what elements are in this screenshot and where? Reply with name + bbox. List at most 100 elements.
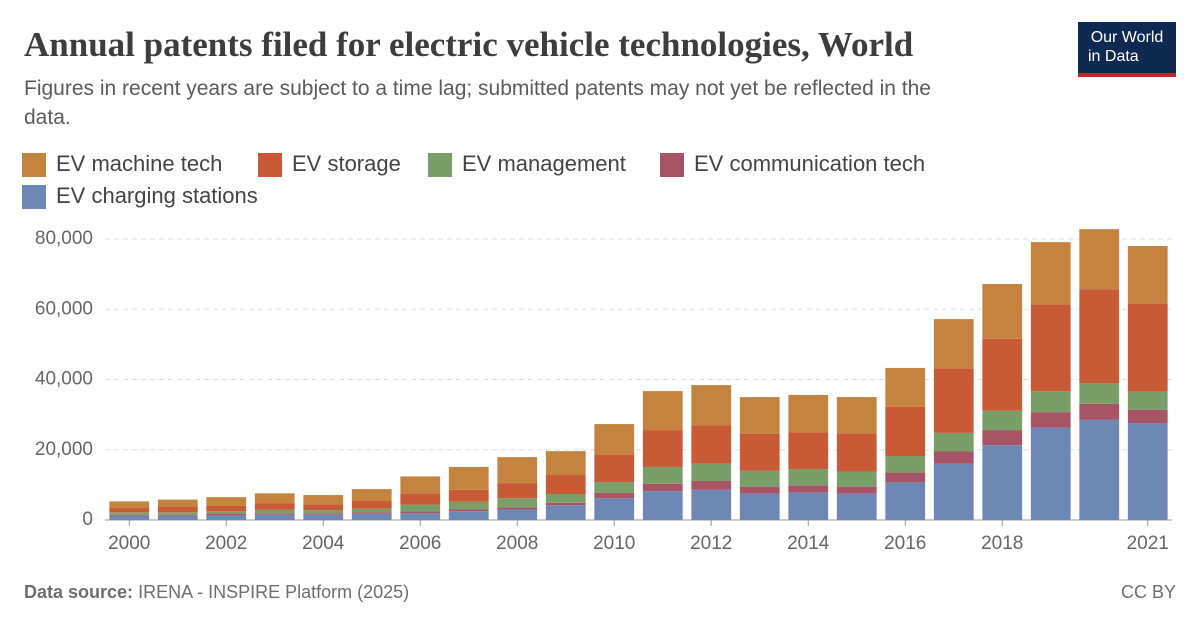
bar-segment: [546, 503, 586, 505]
bar-segment: [497, 498, 537, 507]
y-tick-label: 60,000: [35, 298, 93, 319]
bar-segment: [643, 467, 683, 484]
bar-segment: [449, 509, 489, 511]
bar-segment: [303, 504, 343, 510]
bar-segment: [352, 501, 392, 509]
bar-segment: [1031, 242, 1071, 304]
bar-segment: [449, 511, 489, 520]
bar-segment: [109, 508, 149, 512]
bar-segment: [352, 489, 392, 501]
x-tick-label: 2014: [787, 533, 830, 554]
bar-segment: [206, 514, 246, 515]
bar-segment: [449, 490, 489, 502]
bar-segment: [109, 515, 149, 516]
bar-segment: [643, 491, 683, 520]
bar-segment: [982, 430, 1022, 445]
bar-segment: [109, 501, 149, 508]
bar-segment: [740, 434, 780, 471]
bar-segment: [691, 425, 731, 464]
bar-segment: [109, 516, 149, 520]
bar-segment: [497, 457, 537, 483]
bar-segment: [400, 476, 440, 493]
chart-title: Annual patents filed for electric vehicl…: [24, 25, 914, 64]
bar-segment: [594, 454, 634, 482]
bar-segment: [594, 498, 634, 520]
bar-segment: [352, 512, 392, 513]
bar-segment: [1079, 383, 1119, 403]
bar-segment: [303, 513, 343, 514]
bar-segment: [934, 452, 974, 464]
bar-segment: [497, 483, 537, 498]
bar-segment: [352, 514, 392, 520]
bar-segment: [788, 469, 828, 485]
bar-segment: [1031, 412, 1071, 427]
bar-segment: [885, 456, 925, 473]
bar-segment: [837, 487, 877, 494]
source: Data source: IRENA - INSPIRE Platform (2…: [24, 582, 409, 602]
bar-segment: [788, 432, 828, 469]
bar-segment: [546, 494, 586, 503]
bar-segment: [1128, 304, 1168, 392]
bar-segment: [255, 503, 295, 509]
bar-segment: [837, 494, 877, 520]
x-tick-label: 2000: [108, 533, 150, 554]
bar-segment: [1128, 246, 1168, 304]
bar-segment: [158, 516, 198, 520]
bar-segment: [255, 493, 295, 503]
bar-segment: [837, 397, 877, 434]
x-tick-label: 2018: [981, 533, 1023, 554]
legend-label: EV machine tech: [56, 151, 222, 176]
bar-segment: [255, 510, 295, 514]
bar-segment: [1079, 404, 1119, 420]
x-tick-label: 2016: [884, 533, 926, 554]
x-tick-label: 2010: [593, 533, 635, 554]
bar-segment: [837, 434, 877, 472]
bar-segment: [400, 493, 440, 504]
bar-segment: [158, 507, 198, 512]
legend-swatch: [660, 153, 684, 177]
bar-segment: [1128, 423, 1168, 520]
legend-label: EV charging stations: [56, 183, 258, 208]
bar-segment: [158, 515, 198, 516]
bar-segment: [1079, 420, 1119, 520]
bar-segment: [740, 494, 780, 520]
bar-segment: [982, 411, 1022, 430]
bar-segment: [546, 475, 586, 494]
bar-segment: [255, 515, 295, 520]
bar-segment: [740, 397, 780, 434]
bar-segment: [1031, 304, 1071, 391]
bar-segment: [594, 493, 634, 498]
bar-segment: [400, 505, 440, 512]
x-tick-label: 2006: [399, 533, 441, 554]
legend-swatch: [22, 153, 46, 177]
bar-segment: [206, 497, 246, 506]
bar-segment: [934, 319, 974, 368]
y-tick-label: 80,000: [35, 228, 93, 249]
bar-segment: [788, 485, 828, 492]
subtitle: data.: [24, 106, 71, 129]
bar-segment: [546, 505, 586, 520]
bar-segment: [400, 513, 440, 520]
bar-segment: [1128, 410, 1168, 423]
bar-segment: [934, 433, 974, 452]
bar-segment: [1079, 229, 1119, 289]
bar-segment: [109, 512, 149, 514]
y-tick-label: 20,000: [35, 439, 93, 460]
bar-segment: [885, 482, 925, 520]
bar-segment: [594, 482, 634, 493]
bar-segment: [497, 507, 537, 509]
x-tick-label: 2002: [205, 533, 247, 554]
license: CC BY: [1121, 582, 1176, 602]
bar-segment: [643, 484, 683, 491]
bar-segment: [255, 513, 295, 514]
bar-segment: [594, 424, 634, 454]
bar-segment: [303, 515, 343, 520]
bar-segment: [934, 368, 974, 433]
bar-segment: [934, 464, 974, 520]
bar-segment: [158, 512, 198, 514]
bar-segment: [449, 502, 489, 510]
legend-swatch: [428, 153, 452, 177]
bar-segment: [885, 473, 925, 483]
bar-segment: [1128, 392, 1168, 410]
bar-segment: [788, 395, 828, 432]
